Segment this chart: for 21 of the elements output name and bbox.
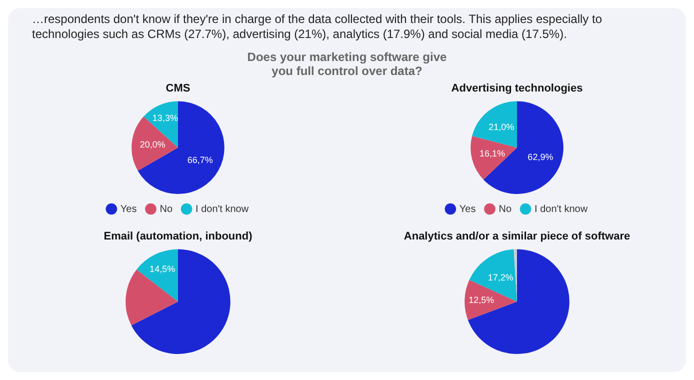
chart-title: Advertising technologies	[450, 82, 582, 95]
data-label: 21,0%	[488, 122, 514, 132]
data-label: 12,5%	[468, 294, 494, 305]
legend-label: Yes	[458, 204, 476, 215]
legend-label: I don't know	[534, 204, 588, 215]
chart-title: Email (automation, inbound)	[103, 230, 252, 243]
chart-title: Analytics and/or a similar piece of software	[403, 230, 630, 243]
data-label: 13,3%	[152, 113, 178, 124]
data-label: 16,1%	[479, 148, 505, 159]
data-label: 20,0%	[139, 139, 165, 150]
text: Does your marketing software give you full control over data?	[246, 50, 448, 78]
text: …respondents don't know if they're in charge of the data collected with their tools. This applies especially to technologies such as CRMs (27.7%), advertising (21%), analytics (17.9%) and social media (17.5%).	[32, 12, 604, 42]
data-label: 14,5%	[149, 264, 175, 274]
legend-label: No	[498, 204, 512, 215]
legend-label: Yes	[120, 204, 136, 215]
data-label: 66,7%	[186, 154, 212, 165]
legend-label: No	[159, 204, 172, 215]
data-label: 17,2%	[487, 272, 513, 282]
legend-label: I don't know	[195, 204, 249, 215]
chart-title: CMS	[165, 82, 190, 95]
data-label: 62,9%	[527, 152, 553, 162]
